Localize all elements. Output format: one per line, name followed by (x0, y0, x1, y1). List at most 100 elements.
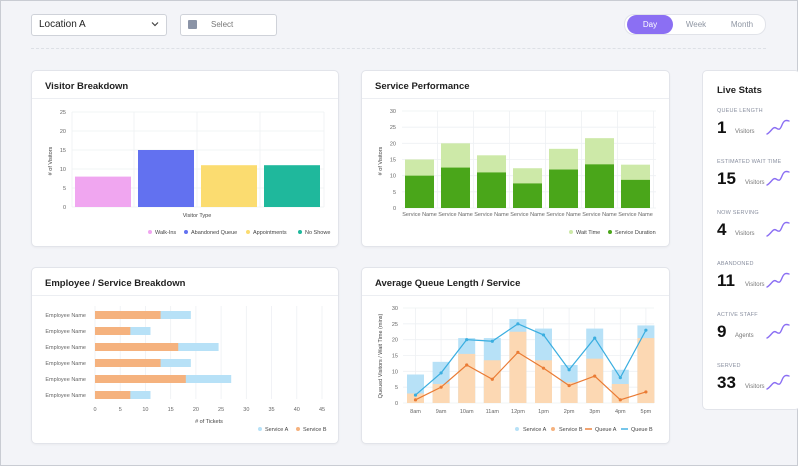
employee-breakdown-chart: 0 5 10 15 20 25 30 35 40 45 Employee Name Employee … (45, 306, 327, 433)
y-tick-label: 0 (393, 206, 396, 212)
bar-service-duration (405, 175, 434, 208)
bar-service-b (458, 353, 476, 403)
sparkline-icon (766, 323, 790, 339)
y-tick-label: 20 (392, 338, 398, 344)
y-tick-label: 15 (390, 158, 396, 164)
sparkline-icon (766, 374, 790, 390)
tab-week[interactable]: Week (685, 20, 707, 29)
bar-appointments (201, 165, 257, 207)
live-stats-panel: Live Stats QUEUE LENGTH 1 Visitors ESTIMATE… (702, 70, 798, 410)
card-title: Average Queue Length / Service (375, 278, 521, 289)
stat-value: 9 (717, 322, 727, 341)
point-queue-a (465, 338, 469, 342)
stat-unit: Visitors (735, 129, 755, 135)
stat-label: ACTIVE STAFF (717, 312, 758, 318)
stat-value: 1 (717, 118, 727, 137)
x-tick-label: 5 (119, 407, 122, 413)
x-tick-label: 2pm (564, 409, 575, 415)
x-tick-label: 20 (193, 407, 199, 413)
legend-marker (551, 427, 555, 431)
x-axis-label: # of Tickets (195, 419, 223, 425)
x-tick-label: Service Name (510, 212, 545, 218)
y-tick-label: 5 (393, 190, 396, 196)
live-stat-item: SERVED 33 Visitors (717, 363, 797, 392)
legend-label: Service B (303, 427, 327, 433)
bar-service-duration (549, 169, 578, 208)
point-queue-a (618, 376, 622, 380)
y-tick-label: Employee Name (45, 313, 86, 319)
point-queue-b (567, 383, 571, 388)
legend-label: Service A (265, 427, 289, 433)
location-dropdown[interactable]: Location A (31, 14, 167, 36)
card-title: Visitor Breakdown (45, 81, 129, 92)
y-tick-label: 20 (390, 141, 396, 147)
y-tick-label: Employee Name (45, 345, 86, 351)
legend-label: Wait Time (576, 230, 600, 236)
x-tick-label: Service Name (438, 212, 473, 218)
line-queue-a (415, 323, 647, 396)
legend-label: Service A (523, 427, 547, 433)
y-tick-label: 20 (60, 129, 66, 135)
stat-unit: Agents (735, 333, 754, 339)
y-tick-label: 10 (60, 167, 66, 173)
y-tick-label: 25 (390, 125, 396, 131)
point-queue-a (490, 339, 494, 343)
chevron-down-icon (151, 22, 159, 27)
x-tick-label: 25 (218, 407, 224, 413)
bar-service-b (509, 331, 527, 403)
stat-label: QUEUE LENGTH (717, 108, 763, 114)
x-axis-label: Visitor Type (183, 213, 212, 219)
y-tick-label: Employee Name (45, 329, 86, 335)
stat-value: 11 (717, 271, 735, 290)
legend-marker (246, 230, 250, 234)
y-tick-label: Employee Name (45, 377, 86, 383)
y-tick-label: 25 (60, 110, 66, 116)
y-tick-label: Employee Name (45, 361, 86, 367)
legend-marker (515, 427, 519, 431)
live-stat-item: ACTIVE STAFF 9 Agents (717, 312, 797, 341)
tab-month[interactable]: Month (730, 20, 754, 29)
x-tick-label: 40 (294, 407, 300, 413)
tab-day[interactable]: Day (627, 15, 673, 34)
y-tick-label: 25 (392, 322, 398, 328)
x-tick-label: 10 (142, 407, 148, 413)
y-axis-label: # of Visitors (48, 146, 54, 175)
stat-label: NOW SERVING (717, 210, 759, 216)
calendar-icon (188, 20, 197, 29)
legend-marker (298, 230, 302, 234)
legend-label: Appointments (253, 230, 287, 236)
y-tick-label: 30 (390, 109, 396, 115)
bar-service-b (95, 391, 131, 399)
y-tick-label: 30 (392, 306, 398, 312)
avg-queue-card: Average Queue Length / Service 0 5 10 15 20 2… (361, 267, 670, 444)
date-picker[interactable]: Select (180, 14, 277, 36)
bar-service-duration (441, 167, 470, 208)
stat-label: ABANDONED (717, 261, 754, 267)
legend-label: Service Duration (615, 230, 656, 236)
y-tick-label: 0 (395, 401, 398, 407)
legend-marker (148, 230, 152, 234)
x-tick-label: Service Name (618, 212, 653, 218)
live-stats-title: Live Stats (717, 85, 762, 96)
visitor-breakdown-chart: 0 5 10 15 20 25 # of Visitors Visitor Type Walk-… (48, 110, 330, 236)
point-queue-b (618, 398, 622, 402)
live-stat-item: ESTIMATED WAIT TIME 15 Visitors (717, 159, 797, 188)
bar-service-b (95, 375, 186, 383)
bar-service-b (586, 358, 604, 403)
x-tick-label: 35 (268, 407, 274, 413)
bar-service-b (95, 359, 161, 367)
card-title: Service Performance (375, 81, 470, 92)
sparkline-icon (766, 221, 790, 237)
legend-label: Walk-Ins (155, 230, 176, 236)
legend-marker (569, 230, 573, 234)
stat-label: ESTIMATED WAIT TIME (717, 159, 782, 165)
visitor-breakdown-card: Visitor Breakdown 0 5 10 15 20 25 # of Visitor… (31, 70, 339, 247)
x-tick-label: 45 (319, 407, 325, 413)
x-tick-label: Service Name (402, 212, 437, 218)
point-queue-b (644, 390, 648, 394)
y-tick-label: Employee Name (45, 393, 86, 399)
x-tick-label: 8am (410, 409, 421, 415)
point-queue-b (593, 374, 597, 378)
point-queue-b (490, 377, 494, 381)
